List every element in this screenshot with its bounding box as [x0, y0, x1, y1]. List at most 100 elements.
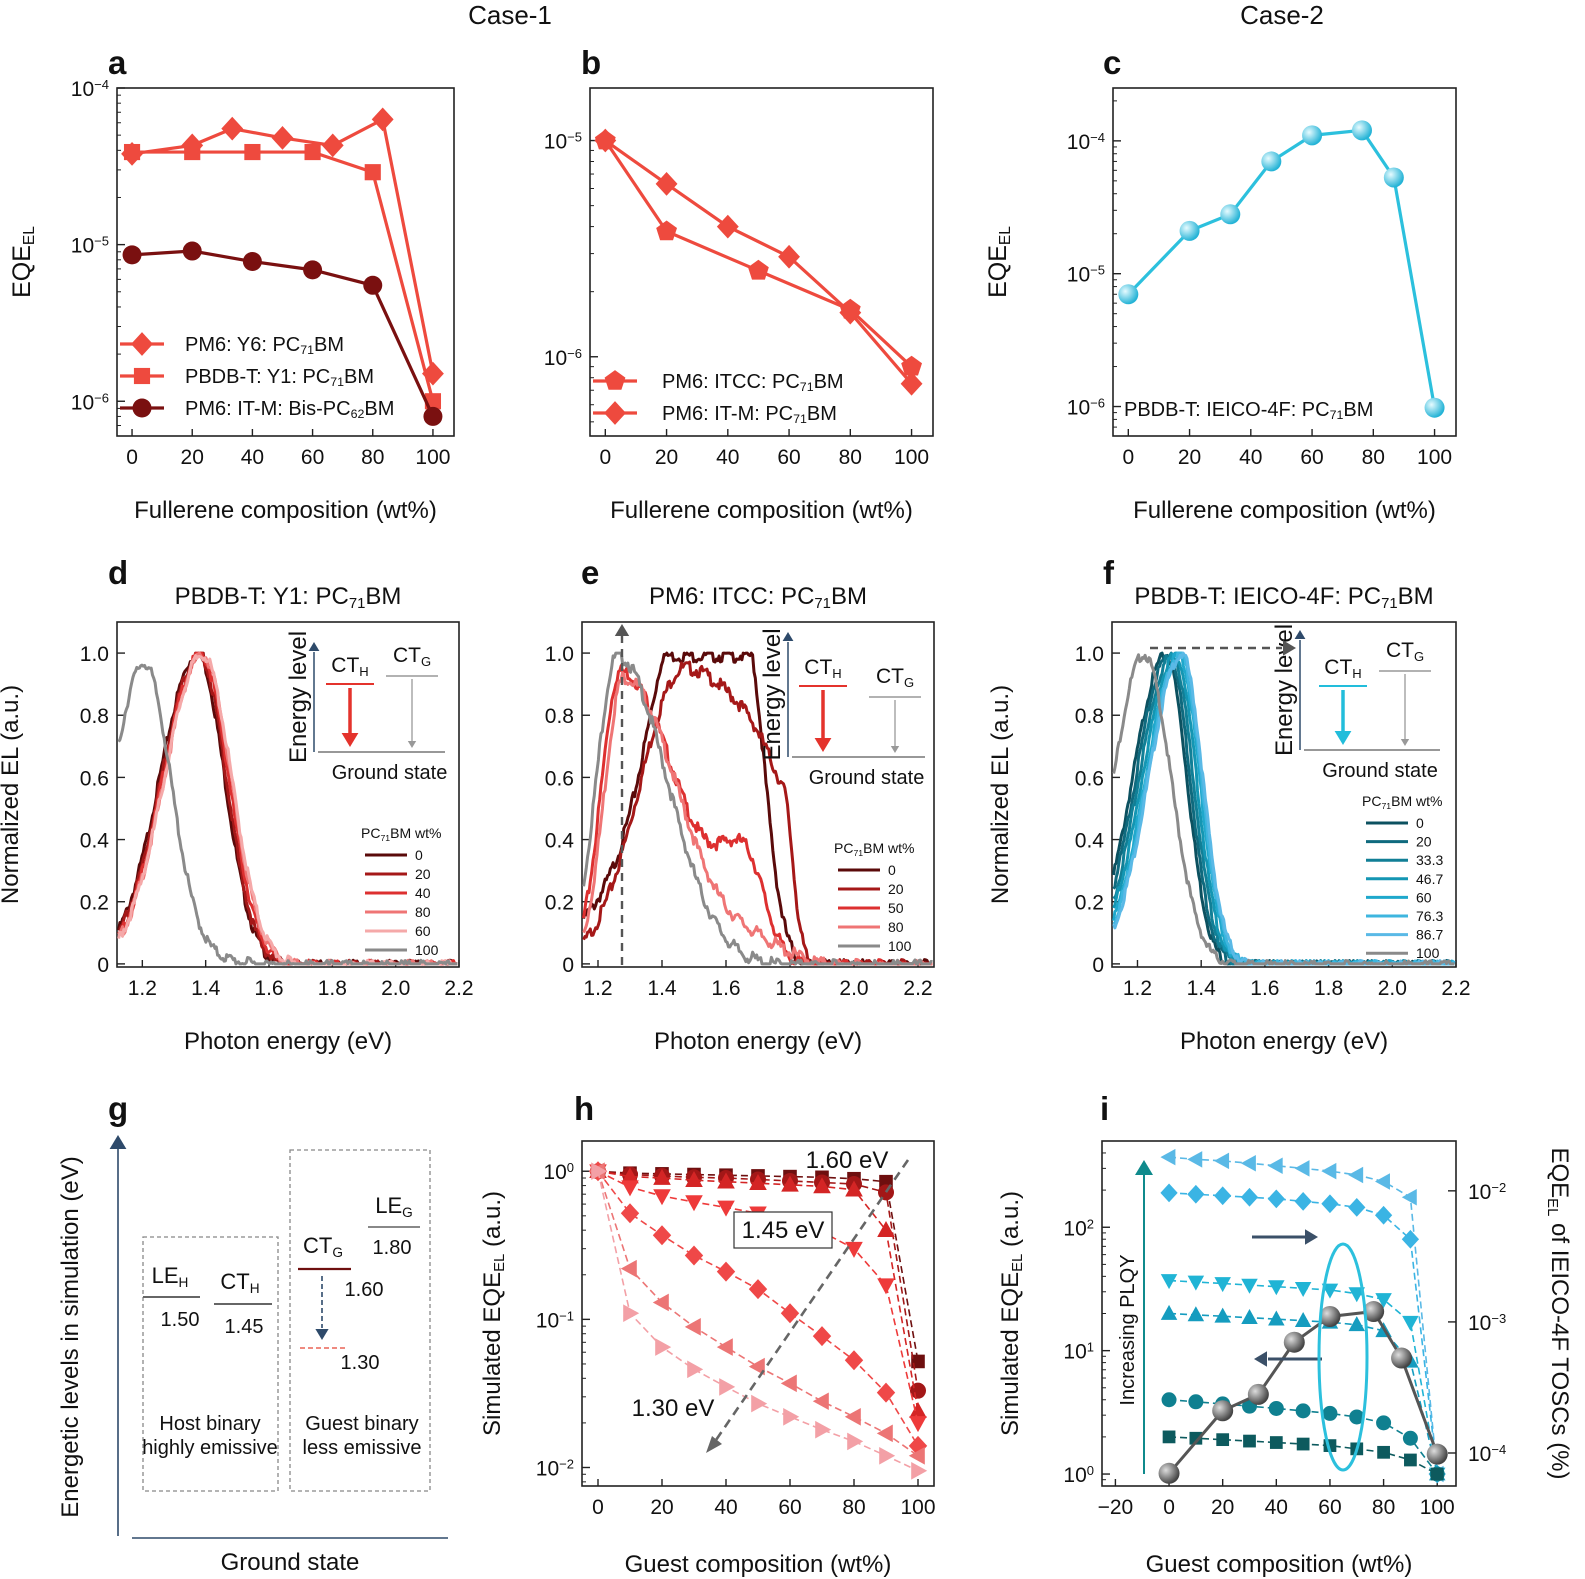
data-point [1391, 1347, 1413, 1369]
data-point [363, 275, 383, 295]
x-tick-label: 2.2 [903, 977, 932, 1000]
legend-label: 100 [415, 942, 439, 958]
x-tick-label: −20 [1098, 1496, 1134, 1519]
y-tick-label: 0.6 [1075, 767, 1104, 790]
data-point [1322, 1405, 1338, 1421]
x-tick-label: 60 [1318, 1496, 1341, 1519]
y-tick-label-part: −6 [94, 390, 109, 405]
data-point [1241, 1309, 1258, 1325]
legend-label-part: PBDB-T: IEICO-4F: PC [1124, 399, 1330, 421]
x-tick-label: 40 [241, 446, 264, 469]
x-tick-label: 60 [1300, 446, 1323, 469]
data-point [1268, 1280, 1285, 1296]
y-tick-label-part: 10 [1063, 1464, 1086, 1487]
y-tick-label-part: 0 [1087, 1463, 1094, 1478]
y-tick-label-part: 10 [1063, 1341, 1086, 1364]
data-point [748, 1357, 765, 1376]
data-point [321, 133, 344, 158]
y-tick-label: 10−2 [536, 1456, 574, 1480]
shift-arrow-head [315, 1329, 329, 1340]
y-tick-label: 101 [1063, 1340, 1094, 1364]
annotation-130: 1.30 eV [632, 1395, 715, 1422]
data-point [591, 1162, 608, 1181]
data-point [1216, 1433, 1230, 1447]
y-tick-label-part: 10 [71, 78, 94, 101]
data-point [900, 371, 923, 396]
level-ct-h-label-part: CT [220, 1269, 249, 1294]
data-point [1295, 1403, 1311, 1419]
legend-label-part: PM6: ITCC: PC [662, 371, 800, 393]
y-tick-label-part: 10 [1067, 397, 1090, 420]
data-point [1241, 1278, 1258, 1294]
data-point [839, 300, 862, 325]
annotation-145: 1.45 eV [742, 1217, 825, 1244]
y-tick-label-part: −5 [94, 233, 109, 248]
data-point [364, 164, 381, 181]
data-point [687, 1360, 704, 1379]
inset-ground-label: Ground state [332, 762, 448, 784]
panel-letter: b [581, 44, 601, 81]
peak-shift-head-f [1283, 640, 1296, 656]
x-tick-label: 1.8 [1314, 977, 1343, 1000]
panel-title-part: PM6: ITCC: PC [649, 583, 814, 610]
x-axis-label: Photon energy (eV) [184, 1028, 392, 1055]
data-point [1294, 1281, 1312, 1297]
host-level-label: CTH [1324, 656, 1361, 681]
level-shifted-value: 1.30 [341, 1352, 380, 1374]
y-tick-label: 0.4 [545, 830, 575, 853]
legend-label: 20 [1416, 834, 1432, 850]
y-tick-label-part: 10 [544, 347, 567, 370]
guest-level-label-part: CT [1386, 639, 1414, 662]
y2-axis-label: EQEEL of IEICO-4F TOSCs (%) [1544, 1147, 1573, 1479]
data-point [845, 1241, 863, 1258]
data-point [1247, 1383, 1269, 1405]
data-point [122, 245, 142, 265]
y-tick-label: 0 [562, 954, 574, 977]
y-tick-label-part: 2 [1087, 1216, 1094, 1231]
x-axis-label: Guest composition (wt%) [1146, 1551, 1413, 1578]
plot-frame [581, 621, 935, 968]
trend-arrow [714, 1159, 910, 1441]
host-level-label-part: H [359, 664, 368, 679]
data-point [623, 1304, 640, 1323]
legend-label: 80 [888, 919, 904, 935]
data-point [1268, 1400, 1284, 1416]
legend-title: PC71BM wt% [1362, 793, 1442, 811]
y-axis-label-part: EL [492, 1254, 508, 1272]
guest-level-label-part: CT [876, 665, 904, 688]
x-tick-label: 1.6 [254, 977, 283, 1000]
y-tick-label: 10−5 [71, 233, 109, 257]
data-point [1375, 1293, 1392, 1309]
panel-title: PBDB-T: Y1: PC71BM [175, 583, 402, 612]
guest-decay-head [1400, 739, 1410, 746]
data-point [1401, 1229, 1420, 1249]
host-level-label-part: CT [1324, 656, 1352, 679]
legend-marker [132, 398, 152, 418]
data-point [1321, 1162, 1337, 1180]
data-point [1374, 1205, 1393, 1225]
y-tick-label: 10−4 [71, 77, 109, 101]
panel-letter: h [574, 1090, 594, 1127]
data-point [271, 126, 294, 150]
data-point [783, 1407, 800, 1426]
data-point [1160, 1148, 1176, 1166]
host-decay-head [341, 733, 359, 747]
panel-letter: g [108, 1090, 128, 1127]
data-point [901, 355, 922, 376]
y-tick-label-part: 10 [71, 235, 94, 258]
series-line [131, 249, 435, 418]
spectrum-curve [117, 663, 458, 966]
panel-title-part: BM [831, 583, 867, 610]
data-point [184, 143, 201, 161]
data-point [1160, 1274, 1178, 1290]
host-level-label-part: H [1352, 666, 1361, 681]
data-point [1348, 1287, 1366, 1303]
data-point [780, 1303, 800, 1324]
x-tick-label: 1.2 [583, 977, 612, 1000]
level-le-h-label: LEH [152, 1263, 189, 1290]
data-point [716, 214, 739, 239]
guest-level-label-part: G [904, 675, 914, 690]
data-point [1214, 1307, 1231, 1323]
panel-letter: i [1100, 1090, 1109, 1127]
